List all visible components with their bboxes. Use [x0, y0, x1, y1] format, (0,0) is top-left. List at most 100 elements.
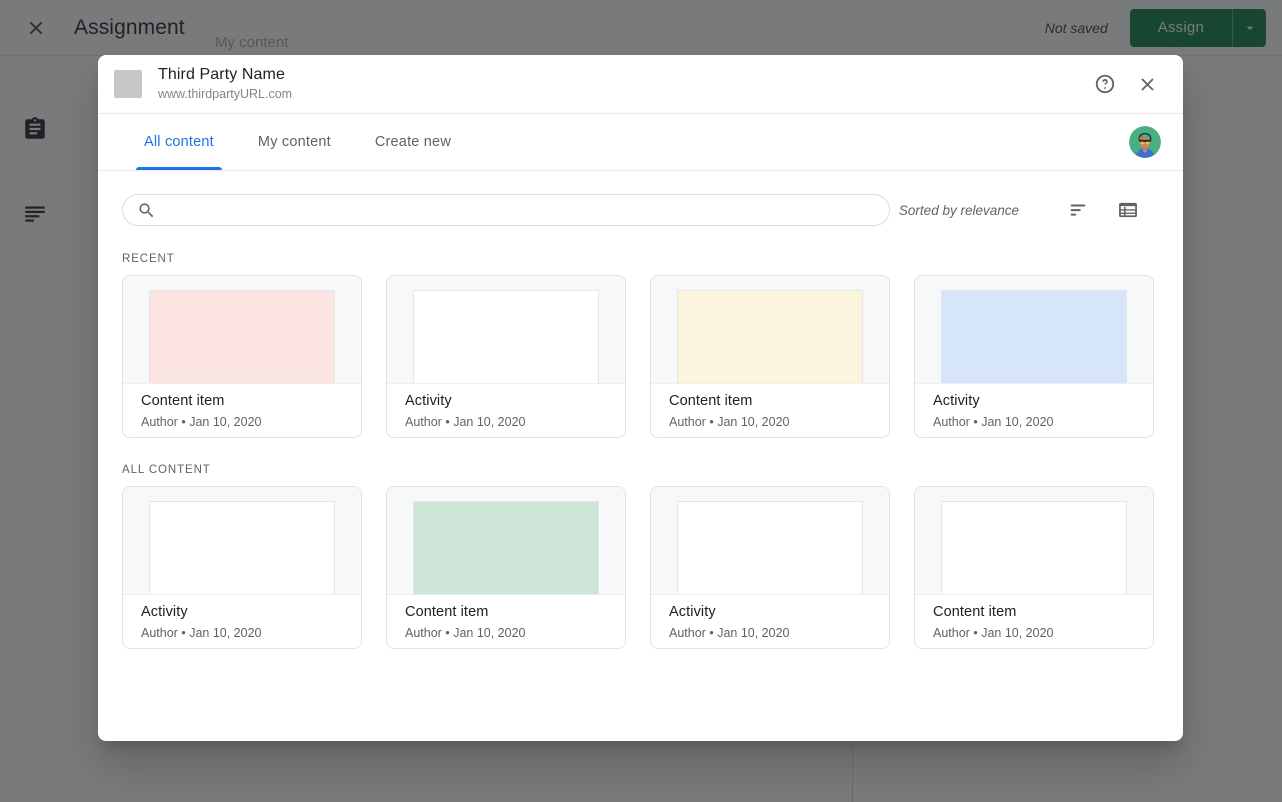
card-meta: Author • Jan 10, 2020: [405, 624, 611, 642]
card-thumbnail: [387, 487, 625, 595]
sort-button[interactable]: [1061, 193, 1095, 227]
tab-my-content-label: My content: [257, 134, 331, 150]
card-date: Jan 10, 2020: [189, 415, 262, 429]
content-card[interactable]: Activity Author • Jan 10, 2020: [386, 275, 626, 438]
search-input[interactable]: [167, 202, 875, 218]
card-meta: Author • Jan 10, 2020: [933, 413, 1139, 431]
card-footer: Content item Author • Jan 10, 2020: [123, 384, 361, 437]
section-all-content-label: ALL CONTENT: [122, 464, 211, 476]
card-thumbnail: [915, 276, 1153, 384]
card-meta: Author • Jan 10, 2020: [405, 413, 611, 431]
card-date: Jan 10, 2020: [981, 415, 1054, 429]
card-date: Jan 10, 2020: [453, 626, 526, 640]
dialog-body: Sorted by relevance: [98, 171, 1183, 741]
card-separator: •: [973, 415, 978, 429]
sort-status-label: Sorted by relevance: [898, 202, 1019, 218]
tab-create-new-label: Create new: [374, 134, 451, 150]
content-card[interactable]: Activity Author • Jan 10, 2020: [122, 486, 362, 649]
card-thumbnail: [915, 487, 1153, 595]
third-party-picker-dialog: Third Party Name www.thirdpartyURL.com A…: [98, 55, 1183, 741]
card-date: Jan 10, 2020: [717, 626, 790, 640]
section-recent: RECENT Content item Author • Jan 10, 202…: [122, 253, 1159, 438]
card-title: Content item: [669, 393, 753, 409]
third-party-logo: [114, 70, 142, 98]
search-box[interactable]: [122, 194, 890, 226]
card-author: Author: [669, 415, 706, 429]
content-card[interactable]: Content item Author • Jan 10, 2020: [914, 486, 1154, 649]
card-thumbnail-fill: [149, 501, 335, 594]
card-footer: Activity Author • Jan 10, 2020: [123, 595, 361, 648]
card-footer: Content item Author • Jan 10, 2020: [651, 384, 889, 437]
card-date: Jan 10, 2020: [453, 415, 526, 429]
view-toggle-button[interactable]: [1111, 193, 1145, 227]
dialog-header-actions: [1087, 66, 1165, 102]
account-avatar-button[interactable]: [1129, 114, 1183, 170]
card-author: Author: [669, 626, 706, 640]
card-thumbnail-fill: [413, 501, 599, 594]
list-view-icon: [1119, 202, 1137, 218]
content-card[interactable]: Activity Author • Jan 10, 2020: [650, 486, 890, 649]
content-card[interactable]: Content item Author • Jan 10, 2020: [122, 275, 362, 438]
card-footer: Activity Author • Jan 10, 2020: [651, 595, 889, 648]
card-thumbnail-fill: [413, 290, 599, 383]
close-icon: [1140, 77, 1154, 91]
card-separator: •: [445, 415, 450, 429]
card-title: Activity: [669, 604, 716, 620]
dialog-tabs: All content My content Create new: [98, 114, 1183, 171]
section-all-content: ALL CONTENT Activity Author • Jan 10, 20…: [122, 464, 1159, 649]
card-separator: •: [181, 415, 186, 429]
card-author: Author: [405, 415, 442, 429]
tab-create-new[interactable]: Create new: [353, 114, 473, 170]
card-date: Jan 10, 2020: [981, 626, 1054, 640]
card-thumbnail-fill: [149, 290, 335, 383]
card-footer: Activity Author • Jan 10, 2020: [387, 384, 625, 437]
card-thumbnail-fill: [941, 290, 1127, 383]
content-card[interactable]: Content item Author • Jan 10, 2020: [386, 486, 626, 649]
card-footer: Activity Author • Jan 10, 2020: [915, 384, 1153, 437]
third-party-identity: Third Party Name www.thirdpartyURL.com: [158, 65, 292, 103]
card-thumbnail: [123, 487, 361, 595]
card-thumbnail-fill: [677, 501, 863, 594]
recent-card-grid: Content item Author • Jan 10, 2020 Activ…: [122, 275, 1159, 438]
dialog-header: Third Party Name www.thirdpartyURL.com: [98, 55, 1183, 114]
dialog-close-button[interactable]: [1129, 66, 1165, 102]
card-title: Activity: [405, 393, 452, 409]
card-thumbnail-fill: [677, 290, 863, 383]
tab-my-content[interactable]: My content: [236, 114, 353, 170]
all-content-card-grid: Activity Author • Jan 10, 2020 Content i…: [122, 486, 1159, 649]
card-title: Content item: [141, 393, 225, 409]
tab-all-content-label: All content: [144, 134, 214, 150]
card-separator: •: [181, 626, 186, 640]
content-card[interactable]: Activity Author • Jan 10, 2020: [914, 275, 1154, 438]
sort-area: Sorted by relevance: [899, 193, 1159, 227]
card-author: Author: [141, 415, 178, 429]
tab-all-content[interactable]: All content: [122, 114, 236, 170]
content-card[interactable]: Content item Author • Jan 10, 2020: [650, 275, 890, 438]
card-meta: Author • Jan 10, 2020: [669, 624, 875, 642]
card-separator: •: [445, 626, 450, 640]
help-circle-icon: [1095, 74, 1115, 94]
avatar: [1129, 126, 1161, 158]
card-footer: Content item Author • Jan 10, 2020: [915, 595, 1153, 648]
sort-descending-icon: [1070, 204, 1086, 216]
card-title: Content item: [933, 604, 1017, 620]
third-party-url: www.thirdpartyURL.com: [158, 87, 293, 101]
third-party-name: Third Party Name: [158, 66, 285, 83]
card-title: Activity: [933, 393, 980, 409]
card-author: Author: [933, 626, 970, 640]
card-footer: Content item Author • Jan 10, 2020: [387, 595, 625, 648]
section-recent-label: RECENT: [122, 253, 175, 265]
card-meta: Author • Jan 10, 2020: [141, 413, 347, 431]
card-thumbnail: [651, 276, 889, 384]
card-thumbnail: [387, 276, 625, 384]
card-thumbnail-fill: [941, 501, 1127, 594]
card-date: Jan 10, 2020: [189, 626, 262, 640]
card-title: Activity: [141, 604, 188, 620]
help-button[interactable]: [1087, 66, 1123, 102]
card-thumbnail: [123, 276, 361, 384]
tabs-spacer: [473, 114, 1129, 170]
user-avatar: [1129, 126, 1161, 158]
card-meta: Author • Jan 10, 2020: [669, 413, 875, 431]
card-separator: •: [709, 415, 714, 429]
card-author: Author: [933, 415, 970, 429]
